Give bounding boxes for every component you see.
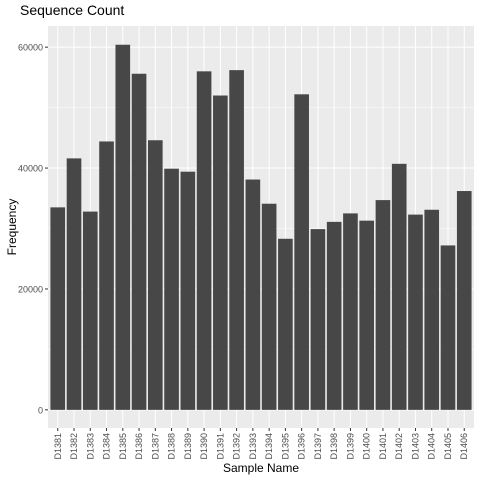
- y-tick-label: 0: [38, 405, 43, 415]
- y-axis-label: Frequency: [5, 198, 19, 256]
- x-tick-label: D1396: [297, 433, 307, 460]
- bar-d1393: [245, 179, 261, 410]
- bar-d1385: [115, 44, 131, 410]
- x-tick-label: D1392: [232, 433, 242, 460]
- bar-d1406: [456, 191, 472, 410]
- x-tick-label: D1388: [167, 433, 177, 460]
- bar-d1386: [131, 73, 147, 410]
- y-tick-label: 20000: [18, 284, 43, 294]
- bar-d1397: [310, 229, 326, 410]
- x-tick-label: D1383: [85, 433, 95, 460]
- x-axis-label: Sample Name: [222, 461, 300, 475]
- x-tick-label: D1386: [134, 433, 144, 460]
- x-tick-label: D1402: [394, 433, 404, 460]
- bar-d1383: [82, 211, 98, 410]
- chart-title: Sequence Count: [20, 2, 125, 18]
- x-tick-label: D1406: [459, 433, 469, 460]
- x-tick-label: D1393: [248, 433, 258, 460]
- x-tick-label: D1399: [345, 433, 355, 460]
- bar-d1398: [326, 221, 342, 410]
- x-tick-label: D1385: [118, 433, 128, 460]
- x-tick-label: D1400: [362, 433, 372, 460]
- x-tick-label: D1405: [443, 433, 453, 460]
- x-tick-label: D1394: [264, 433, 274, 460]
- bar-d1402: [391, 163, 407, 410]
- bar-d1401: [375, 200, 391, 410]
- bar-d1396: [294, 94, 309, 410]
- x-tick-label: D1395: [280, 433, 290, 460]
- bar-d1404: [424, 209, 440, 410]
- y-tick-label: 40000: [18, 164, 43, 174]
- x-tick-label: D1389: [183, 433, 193, 460]
- bar-d1388: [164, 168, 179, 410]
- bar-d1403: [408, 214, 423, 410]
- x-tick-label: D1390: [199, 433, 209, 460]
- bar-d1389: [180, 171, 196, 410]
- bar-d1392: [229, 70, 244, 410]
- x-tick-label: D1384: [102, 433, 112, 460]
- bar-d1399: [343, 213, 358, 410]
- x-tick-label: D1398: [329, 433, 339, 460]
- x-tick-label: D1382: [69, 433, 79, 460]
- bar-d1382: [66, 158, 82, 410]
- bar-d1400: [359, 220, 375, 410]
- x-tick-label: D1404: [427, 433, 437, 460]
- x-tick-label: D1397: [313, 433, 323, 460]
- bar-d1381: [50, 207, 66, 410]
- bar-d1390: [196, 71, 212, 410]
- x-tick-label: D1387: [150, 433, 160, 460]
- x-tick-label: D1381: [53, 433, 63, 460]
- x-tick-label: D1391: [215, 433, 225, 460]
- bar-d1384: [99, 141, 114, 410]
- x-tick-label: D1401: [378, 433, 388, 460]
- bar-d1391: [213, 95, 228, 410]
- x-tick-label: D1403: [410, 433, 420, 460]
- bar-d1394: [261, 203, 277, 410]
- bar-d1405: [440, 245, 456, 410]
- bar-d1395: [278, 238, 293, 410]
- bar-d1387: [147, 140, 163, 410]
- y-tick-label: 60000: [18, 43, 43, 53]
